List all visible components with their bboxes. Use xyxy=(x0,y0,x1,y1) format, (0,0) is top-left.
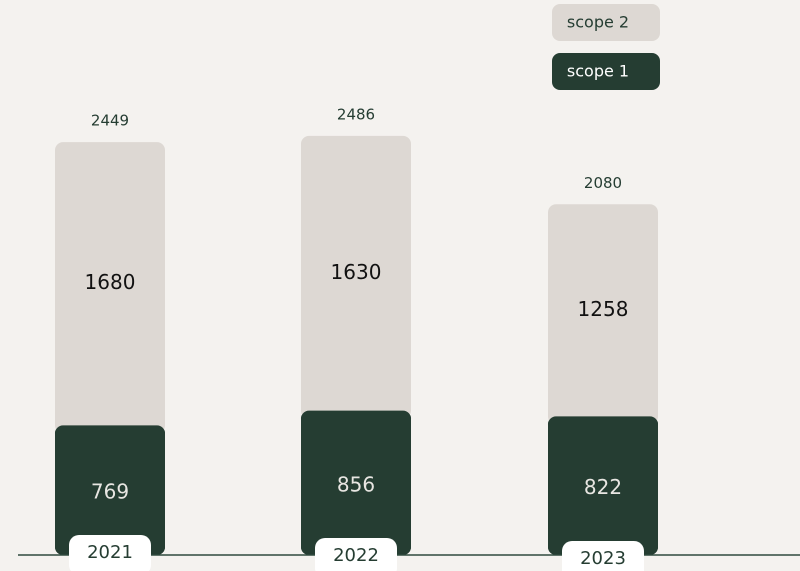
legend-label: scope 2 xyxy=(567,13,629,32)
x-tick-label: 2023 xyxy=(580,548,626,569)
year-box xyxy=(562,541,644,571)
total-label: 2080 xyxy=(584,174,622,192)
legend-swatch xyxy=(552,53,660,90)
segment-label: 1630 xyxy=(331,260,382,284)
total-label: 2449 xyxy=(91,112,129,130)
bar-segment-top xyxy=(301,410,411,555)
segment-label: 822 xyxy=(584,475,622,499)
segment-label: 769 xyxy=(91,480,129,504)
x-tick-label: 2022 xyxy=(333,545,379,566)
bar-segment xyxy=(55,142,165,434)
total-label: 2486 xyxy=(337,105,375,123)
x-tick-label: 2021 xyxy=(87,542,133,563)
bar-segment-top xyxy=(55,425,165,555)
segment-label: 1258 xyxy=(578,297,629,321)
segment-label: 1680 xyxy=(85,270,136,294)
year-box xyxy=(69,535,151,571)
segment-label: 856 xyxy=(337,472,375,496)
bar-segment xyxy=(548,204,658,425)
bar-segment-top xyxy=(548,416,658,555)
legend-swatch xyxy=(552,4,660,41)
legend-label: scope 1 xyxy=(567,62,629,81)
bar-segment xyxy=(301,135,411,419)
year-box xyxy=(315,538,397,571)
